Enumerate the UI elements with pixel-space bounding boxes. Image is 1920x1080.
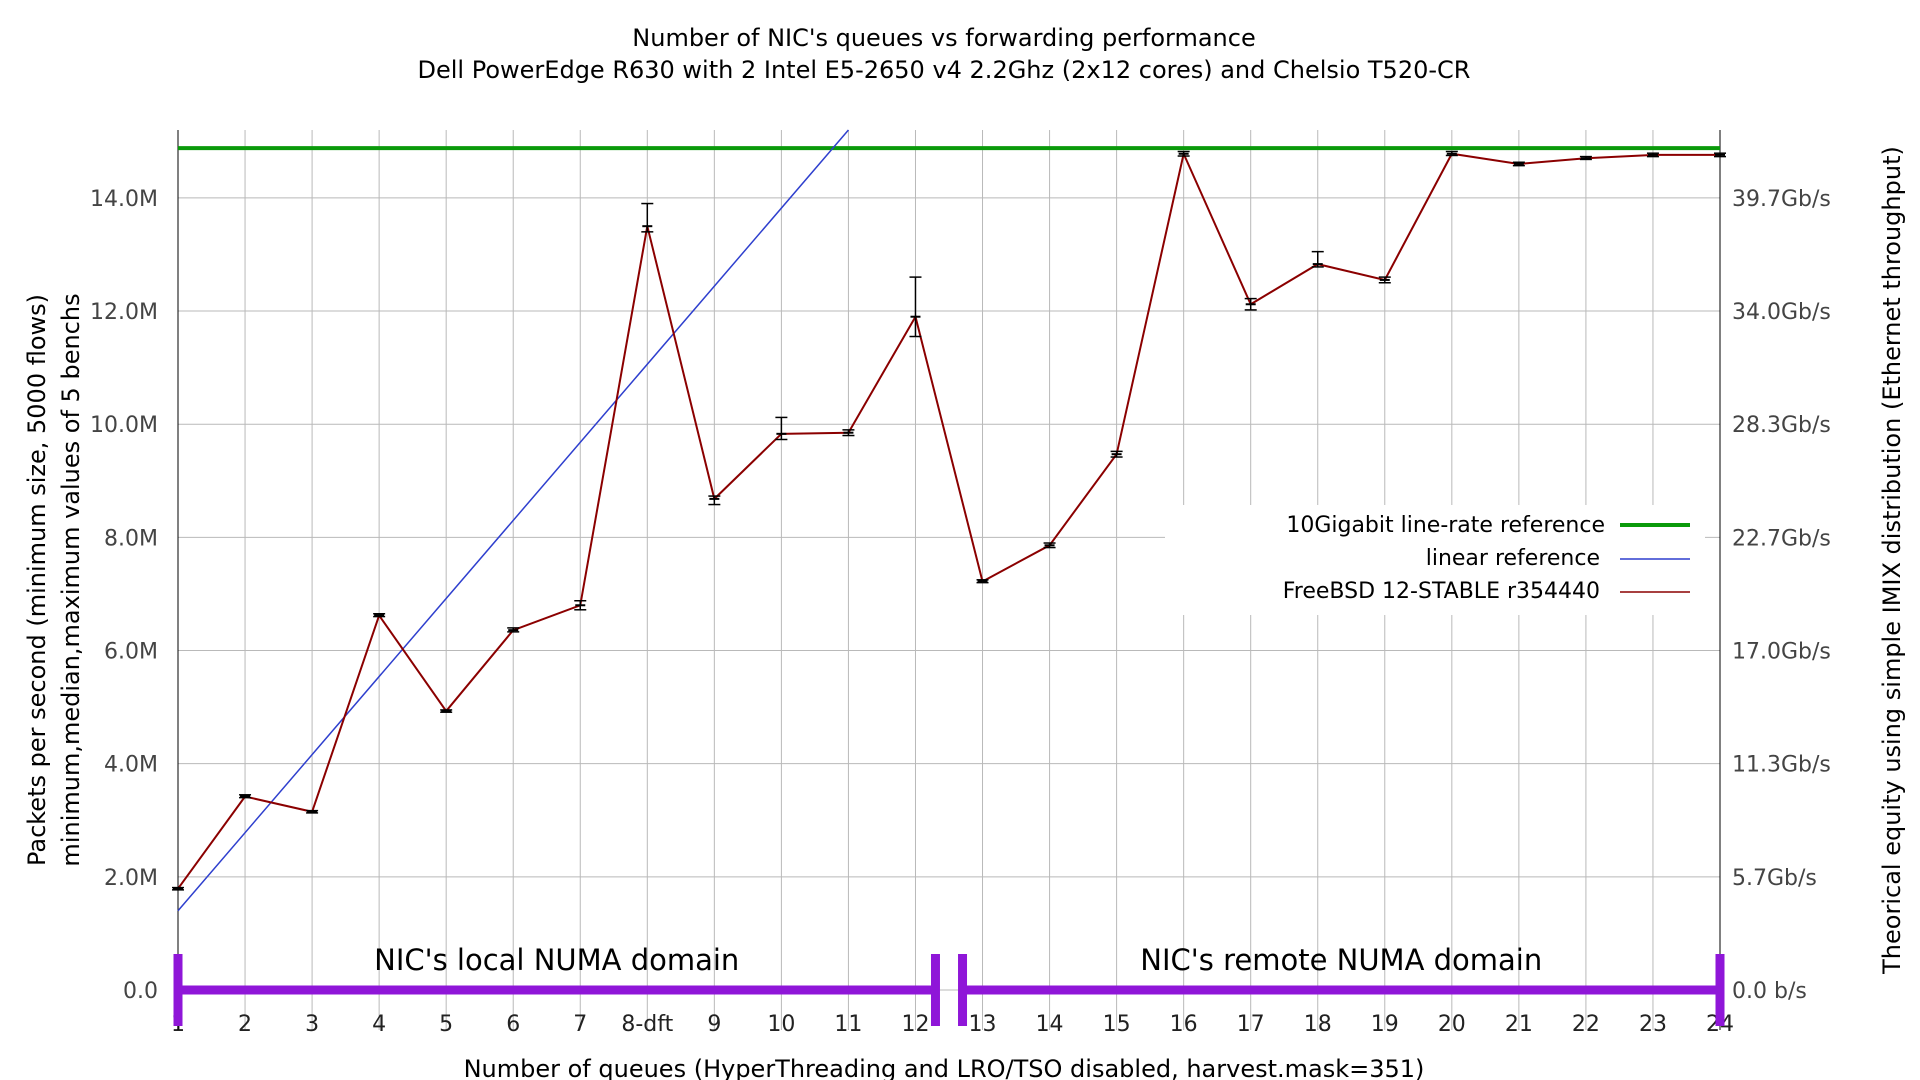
y-tick-label: 6.0M	[104, 640, 158, 665]
x-tick-label: 23	[1639, 1012, 1667, 1037]
x-tick-label: 9	[707, 1012, 721, 1037]
x-tick-label: 21	[1505, 1012, 1533, 1037]
x-tick-label: 4	[372, 1012, 386, 1037]
y2-tick-label: 0.0 b/s	[1732, 979, 1807, 1004]
y-axis-subtitle: minimum,median,maximum values of 5 bench…	[57, 293, 85, 866]
x-tick-label: 22	[1572, 1012, 1600, 1037]
numa-domain-label: NIC's remote NUMA domain	[1140, 943, 1542, 977]
freebsd-series-line	[177, 150, 1720, 890]
y-tick-label: 10.0M	[90, 413, 158, 438]
y2-tick-label: 28.3Gb/s	[1732, 413, 1831, 438]
numa-domain-label: NIC's local NUMA domain	[374, 943, 739, 977]
y-tick-label: 2.0M	[104, 866, 158, 891]
numa-bracket: NIC's local NUMA domain	[173, 943, 940, 1026]
y2-axis-ticks: 0.0 b/s 5.7Gb/s 11.3Gb/s 17.0Gb/s 22.7Gb/s 28…	[1732, 187, 1831, 1004]
x-axis-ticks: 12345678-dft9101112131415161718192021222…	[171, 1012, 1734, 1037]
y2-tick-label: 17.0Gb/s	[1732, 640, 1831, 665]
legend-label-line-rate: 10Gigabit line-rate reference	[1286, 513, 1605, 538]
y2-tick-label: 34.0Gb/s	[1732, 300, 1831, 325]
linear-reference-line	[177, 129, 850, 912]
error-bar	[775, 416, 788, 441]
x-tick-label: 18	[1304, 1012, 1332, 1037]
y-tick-label: 14.0M	[90, 187, 158, 212]
error-bar	[641, 202, 654, 233]
x-tick-label: 12	[901, 1012, 929, 1037]
x-tick-label: 8-dft	[621, 1012, 673, 1037]
y2-tick-label: 22.7Gb/s	[1732, 526, 1831, 551]
x-tick-label: 10	[767, 1012, 795, 1037]
y2-tick-label: 11.3Gb/s	[1732, 753, 1831, 778]
x-tick-label: 17	[1237, 1012, 1265, 1037]
x-tick-label: 3	[305, 1012, 319, 1037]
numa-domains: NIC's local NUMA domain NIC's remote NUMA…	[173, 943, 1725, 1026]
error-bar	[909, 276, 922, 338]
y-axis-title: Packets per second (minimum size, 5000 f…	[23, 294, 51, 866]
x-tick-label: 15	[1103, 1012, 1131, 1037]
y2-tick-label: 5.7Gb/s	[1732, 866, 1817, 891]
x-tick-label: 7	[573, 1012, 587, 1037]
y-tick-label: 4.0M	[104, 753, 158, 778]
y-tick-label: 12.0M	[90, 300, 158, 325]
legend-label-freebsd: FreeBSD 12-STABLE r354440	[1283, 579, 1600, 604]
chart-subtitle: Dell PowerEdge R630 with 2 Intel E5-2650…	[418, 56, 1471, 84]
chart-title: Number of NIC's queues vs forwarding per…	[632, 24, 1255, 52]
x-tick-label: 5	[439, 1012, 453, 1037]
y2-tick-label: 39.7Gb/s	[1732, 187, 1831, 212]
x-axis-title: Number of queues (HyperThreading and LRO…	[464, 1055, 1425, 1080]
legend-background	[1165, 505, 1705, 615]
x-tick-label: 13	[969, 1012, 997, 1037]
numa-bracket: NIC's remote NUMA domain	[958, 943, 1725, 1026]
legend-label-linear: linear reference	[1426, 546, 1600, 571]
x-tick-label: 2	[238, 1012, 252, 1037]
y-axis-ticks: 0.0 2.0M 4.0M 6.0M 8.0M 10.0M 12.0M 14.0M	[90, 187, 158, 1004]
x-tick-label: 16	[1170, 1012, 1198, 1037]
x-tick-label: 20	[1438, 1012, 1466, 1037]
x-tick-label: 11	[834, 1012, 862, 1037]
x-tick-label: 19	[1371, 1012, 1399, 1037]
x-tick-label: 14	[1036, 1012, 1064, 1037]
legend: 10Gigabit line-rate reference linear ref…	[1165, 505, 1705, 615]
x-tick-label: 6	[506, 1012, 520, 1037]
series-layer	[172, 129, 1726, 912]
error-bar	[708, 495, 721, 506]
y-tick-label: 8.0M	[104, 526, 158, 551]
y2-axis-title: Theorical equity using simple IMIX distr…	[1878, 146, 1906, 975]
y-tick-label: 0.0	[123, 979, 158, 1004]
